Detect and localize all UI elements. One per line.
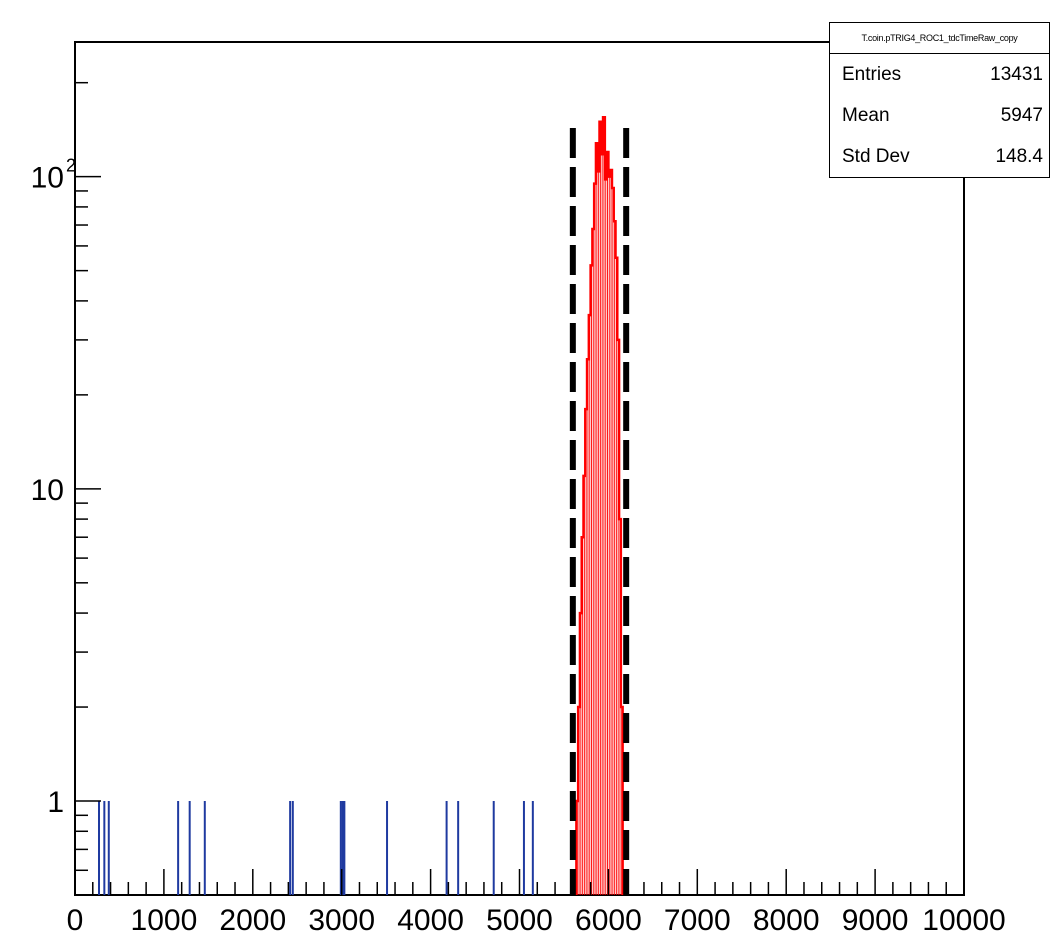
x-tick-label: 8000: [753, 904, 820, 934]
cut-lines: [569, 128, 630, 895]
x-tick-label: 1000: [131, 904, 198, 934]
stats-label: Entries: [842, 64, 902, 85]
stats-box: T.coin.pTRIG4_ROC1_tdcTimeRaw_copy Entri…: [829, 22, 1050, 178]
x-tick-label: 9000: [842, 904, 909, 934]
red-histogram-outline: [575, 115, 624, 895]
x-tick-label: 5000: [486, 904, 553, 934]
y-tick-label: 10: [31, 474, 64, 507]
y-tick-label: 10: [31, 162, 64, 195]
x-tick-label: 10000: [922, 904, 1005, 934]
x-tick-label: 4000: [397, 904, 464, 934]
y-tick-exponent: 2: [66, 156, 76, 176]
x-tick-label: 3000: [308, 904, 375, 934]
x-tick-label: 6000: [575, 904, 642, 934]
stats-label: Std Dev: [842, 146, 910, 167]
x-axis-ticks: 0 1000 2000 3000 4000 5000 6000 7000 8000 9000 100…: [67, 869, 1006, 934]
x-tick-label: 7000: [664, 904, 731, 934]
red-histogram-series: [575, 115, 624, 895]
stats-label: Mean: [842, 105, 890, 126]
y-tick-label: 1: [47, 786, 64, 819]
x-tick-label: 2000: [219, 904, 286, 934]
stats-row-entries: Entries 13431: [830, 54, 1049, 95]
stats-value: 13431: [990, 64, 1043, 85]
stats-value: 5947: [1000, 105, 1043, 126]
stats-value: 148.4: [995, 146, 1043, 167]
stats-row-mean: Mean 5947: [830, 95, 1049, 136]
blue-histogram-series: [98, 801, 534, 895]
x-tick-label: 0: [67, 904, 84, 934]
stats-row-stddev: Std Dev 148.4: [830, 136, 1049, 177]
stats-title: T.coin.pTRIG4_ROC1_tdcTimeRaw_copy: [830, 23, 1049, 54]
